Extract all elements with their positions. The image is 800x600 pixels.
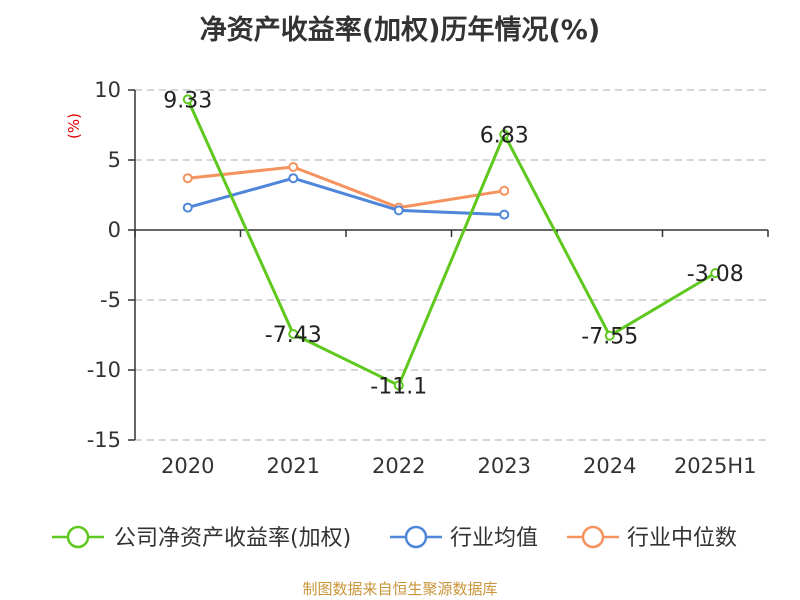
source-note: 制图数据来自恒生聚源数据库 — [302, 580, 498, 598]
data-label: -11.1 — [370, 374, 427, 399]
data-point — [710, 268, 721, 279]
y-tick-label: -10 — [87, 358, 121, 382]
data-point — [182, 94, 193, 105]
data-label: 6.83 — [480, 123, 529, 148]
legend[interactable]: 公司净资产收益率(加权) 行业均值 行业中位数 — [52, 525, 737, 551]
x-tick-label: 2023 — [478, 454, 531, 478]
data-point — [288, 173, 299, 184]
y-tick-label: 0 — [108, 218, 121, 242]
series-lines — [182, 94, 721, 391]
data-label: -7.43 — [265, 323, 322, 348]
legend-label: 行业均值 — [450, 526, 538, 551]
legend-marker — [581, 525, 605, 549]
y-tick-label: -15 — [87, 428, 121, 452]
legend-label: 公司净资产收益率(加权) — [114, 526, 351, 551]
axes: 10 5 0 -5 -10 -15 2020 2021 2022 2023 2024 2025H1 — [87, 78, 769, 478]
y-axis-label: (%) — [65, 113, 83, 139]
y-tick-label: -5 — [100, 288, 121, 312]
data-point — [393, 205, 404, 216]
data-point — [182, 202, 193, 213]
series-line — [187, 176, 505, 217]
x-tick-label: 2025H1 — [674, 454, 757, 478]
x-tick-label: 2022 — [372, 454, 425, 478]
chart-title: 净资产收益率(加权)历年情况(%) — [199, 15, 601, 46]
data-point — [499, 209, 510, 220]
data-point — [288, 162, 299, 172]
data-point — [393, 380, 404, 391]
data-point — [288, 329, 299, 340]
data-point — [499, 129, 510, 140]
x-tick-label: 2024 — [583, 454, 636, 478]
series-line — [187, 165, 505, 210]
data-label: -7.55 — [581, 325, 638, 350]
x-tick-label: 2021 — [267, 454, 320, 478]
x-tick-label: 2020 — [161, 454, 214, 478]
data-label: -3.08 — [687, 262, 744, 287]
series-line — [186, 98, 717, 387]
data-labels: 9.33 -7.43 -11.1 6.83 -7.55 -3.08 — [163, 88, 743, 399]
data-point — [182, 173, 193, 184]
legend-marker — [66, 525, 90, 549]
grid-lines — [135, 89, 768, 441]
y-tick-label: 5 — [108, 148, 121, 172]
legend-label: 行业中位数 — [627, 526, 737, 551]
legend-marker — [404, 525, 428, 549]
y-tick-label: 10 — [94, 78, 121, 102]
data-point — [604, 330, 615, 341]
data-point — [499, 185, 510, 196]
data-label: 9.33 — [163, 88, 212, 113]
